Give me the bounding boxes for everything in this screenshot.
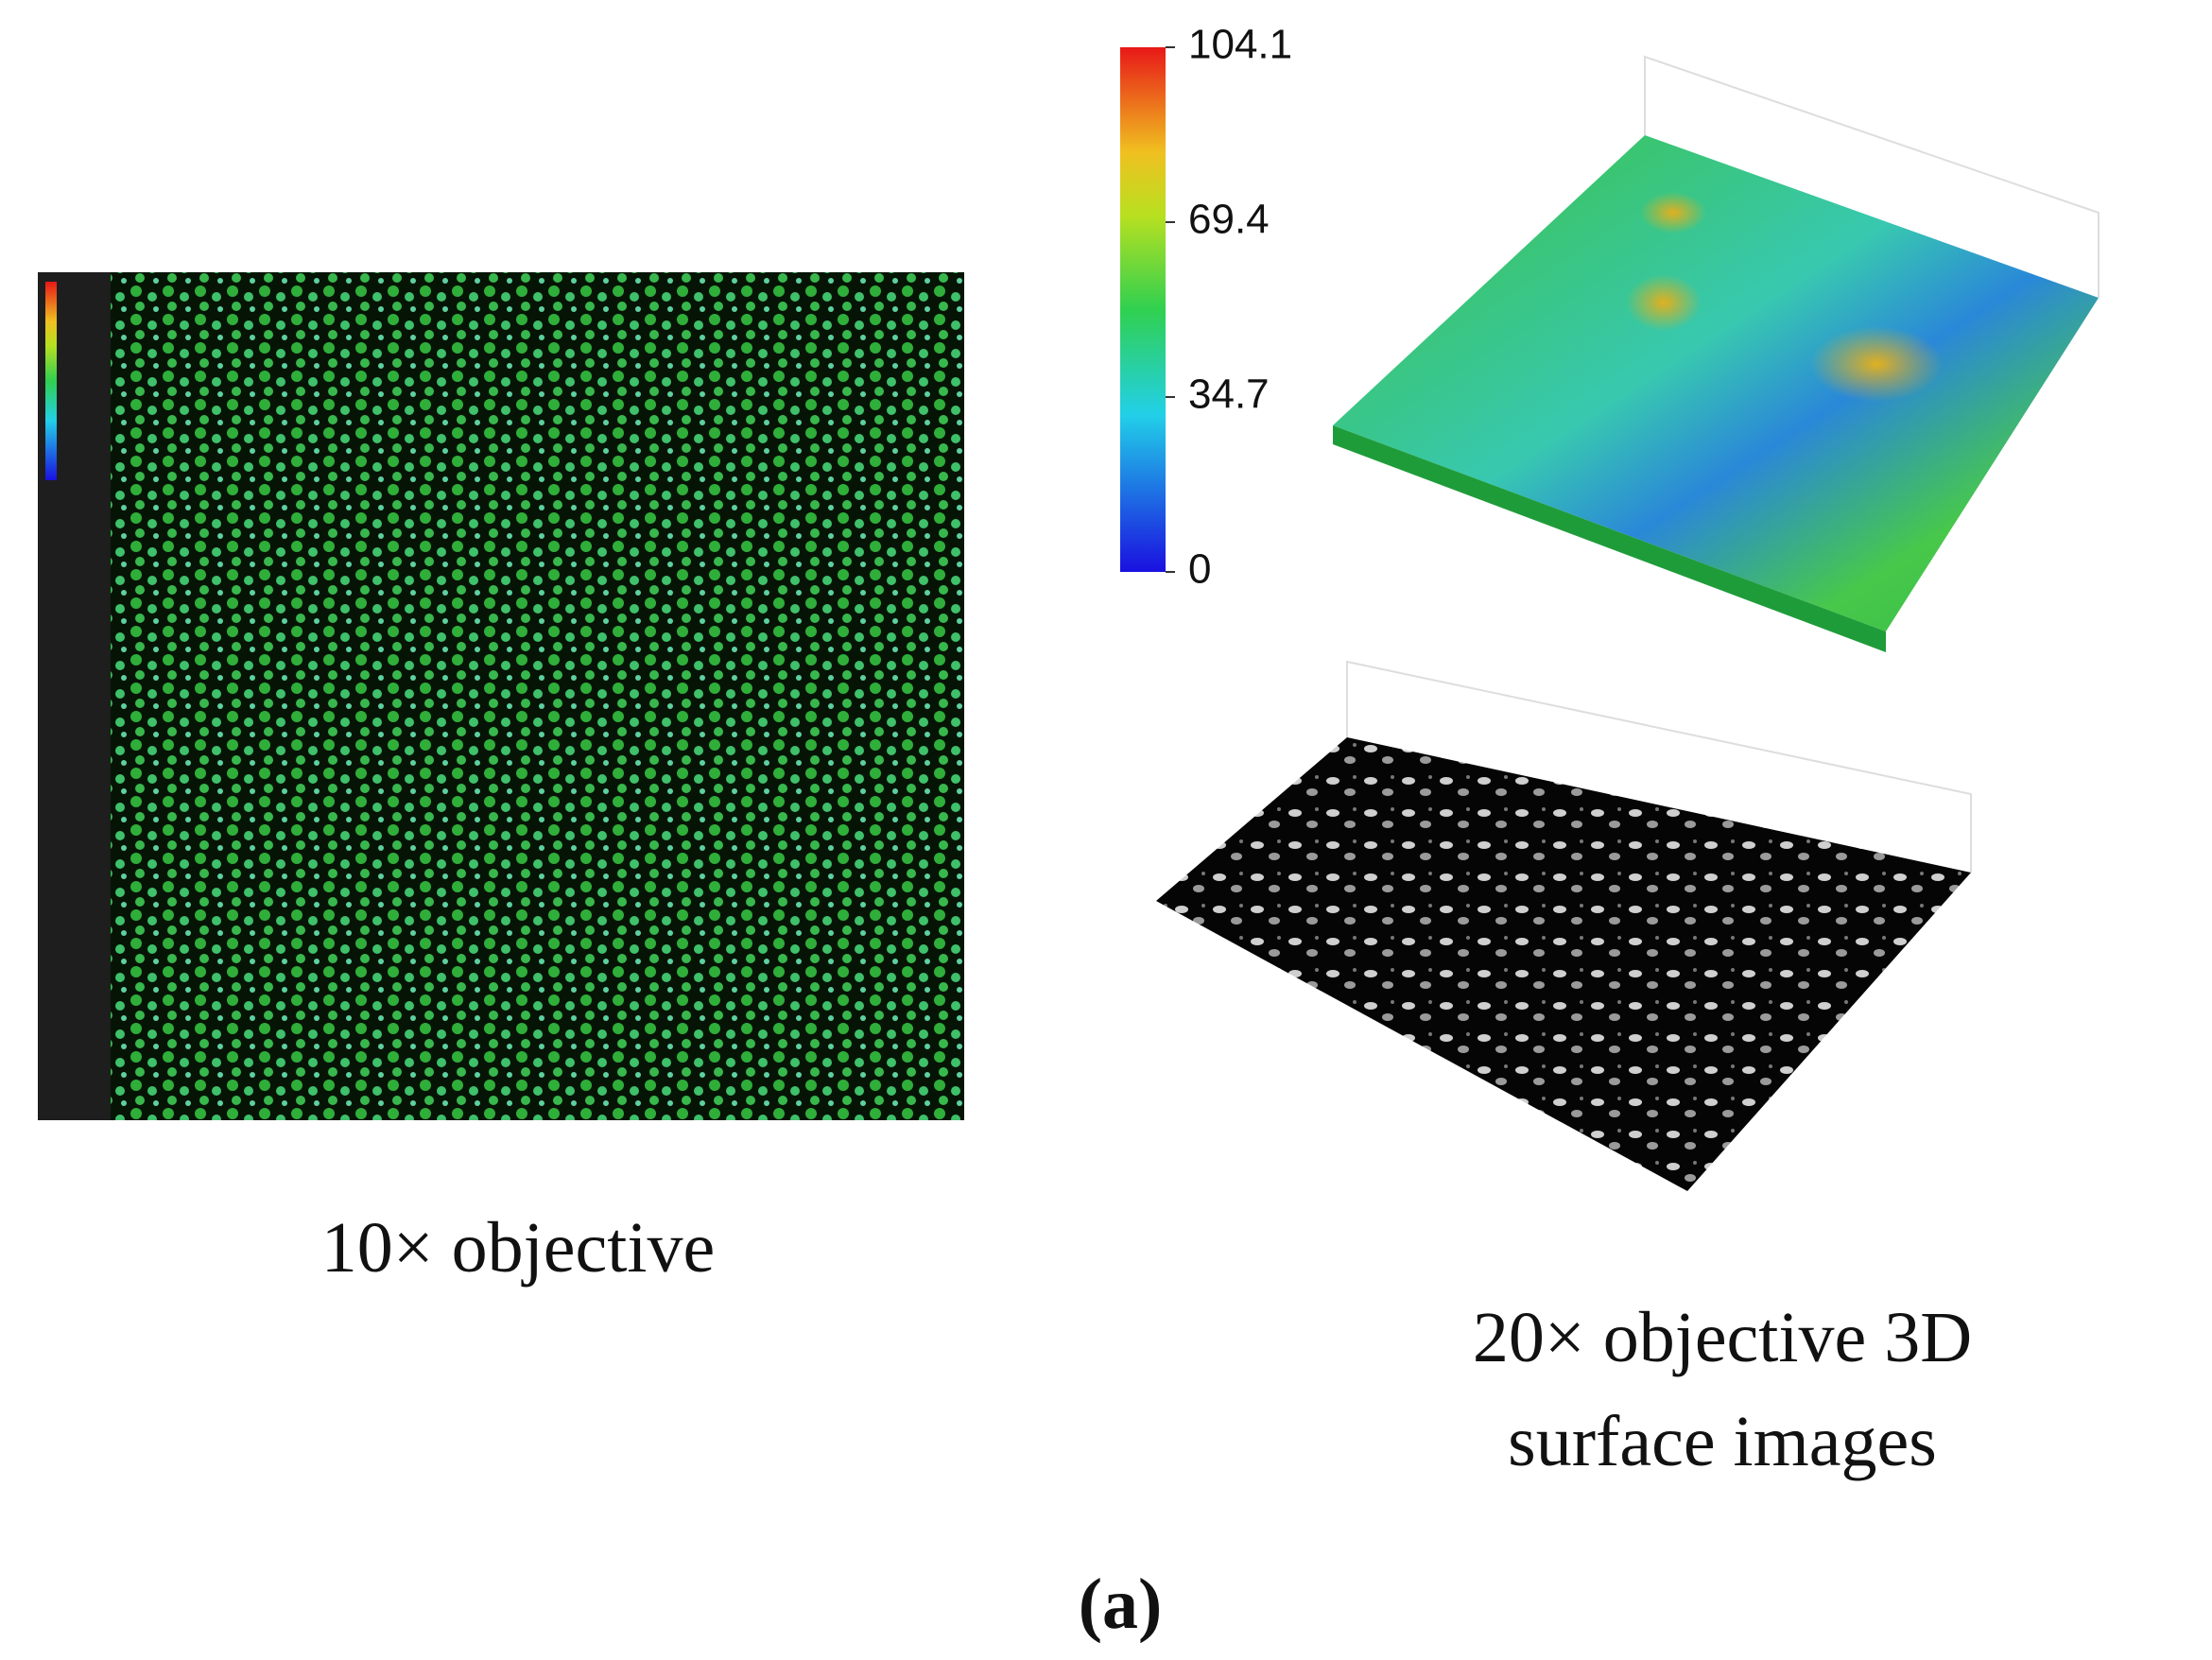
colorbar-tick-label: 0 bbox=[1188, 546, 1211, 593]
surface-plane bbox=[1333, 135, 2099, 631]
surface-plane bbox=[1156, 737, 1971, 1191]
colorbar-tick-label: 34.7 bbox=[1188, 372, 1270, 418]
surface-peak bbox=[1626, 274, 1702, 331]
left-caption: 10× objective bbox=[321, 1208, 715, 1288]
colorbar-tick-label: 104.1 bbox=[1188, 22, 1292, 68]
surface-3d-color bbox=[1333, 55, 2100, 652]
surface-3d-gray bbox=[1156, 660, 1972, 1191]
colorbar bbox=[1120, 47, 1166, 572]
right-caption: surface images bbox=[1508, 1402, 1937, 1481]
surface-box bbox=[1346, 660, 1972, 873]
mini-colorbar bbox=[45, 282, 57, 480]
panel-label: (a) bbox=[1079, 1565, 1163, 1644]
microscopy-image bbox=[38, 272, 964, 1120]
surface-box bbox=[1644, 55, 2100, 298]
surface-edge bbox=[1333, 425, 1886, 652]
colorbar-ticks: 0 34.7 69.4 104.1 bbox=[1166, 22, 1292, 593]
right-caption: 20× objective 3D bbox=[1473, 1298, 1972, 1377]
surface-peak bbox=[1640, 192, 1706, 233]
surface-peak bbox=[1810, 326, 1943, 402]
colorbar-tick-label: 69.4 bbox=[1188, 197, 1270, 243]
